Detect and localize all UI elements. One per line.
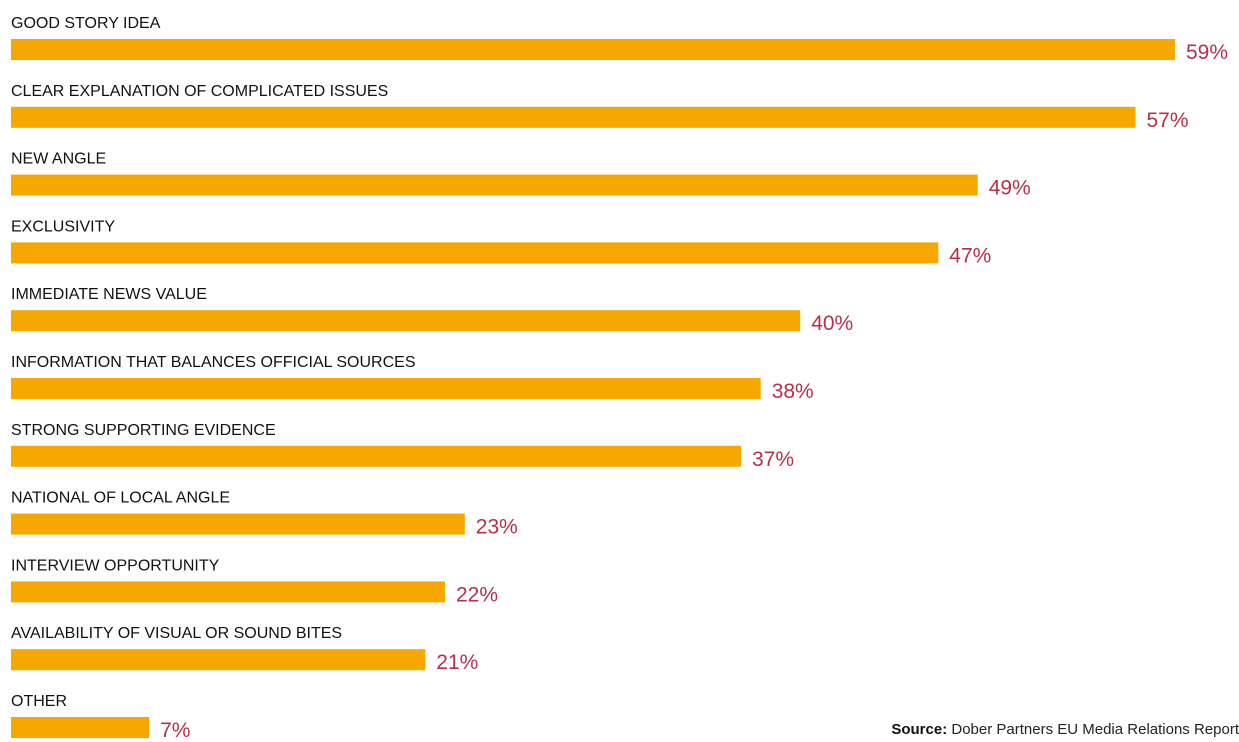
value-label: 23%: [476, 516, 518, 539]
category-label: IMMEDIATE NEWS VALUE: [11, 286, 207, 303]
category-label: INFORMATION THAT BALANCES OFFICIAL SOURC…: [11, 354, 416, 371]
value-label: 40%: [811, 312, 853, 335]
category-label: EXCLUSIVITY: [11, 218, 115, 235]
category-label: CLEAR EXPLANATION OF COMPLICATED ISSUES: [11, 83, 388, 100]
bar: [11, 378, 761, 399]
source-text: Dober Partners EU Media Relations Report: [947, 721, 1239, 738]
bar: [11, 513, 465, 535]
category-label: NATIONAL OF LOCAL ANGLE: [11, 490, 230, 507]
value-label: 37%: [752, 448, 794, 471]
source-note: Source: Dober Partners EU Media Relation…: [891, 721, 1239, 738]
bar: [11, 174, 978, 196]
category-label: GOOD STORY IDEA: [11, 15, 161, 32]
bar: [11, 310, 801, 332]
value-label: 57%: [1147, 109, 1189, 132]
value-label: 59%: [1186, 41, 1228, 64]
category-label: INTERVIEW OPPORTUNITY: [11, 557, 220, 574]
source-prefix: Source:: [891, 721, 948, 738]
value-label: 22%: [456, 583, 498, 606]
value-label: 21%: [436, 651, 478, 674]
category-label: AVAILABILITY OF VISUAL OR SOUND BITES: [11, 625, 342, 642]
bar: [11, 649, 426, 671]
bar: [11, 39, 1175, 60]
value-label: 38%: [772, 380, 814, 403]
bar: [11, 581, 445, 603]
category-label: NEW ANGLE: [11, 151, 106, 168]
bar: [11, 106, 1136, 128]
value-label: 49%: [989, 177, 1031, 200]
value-label: 47%: [949, 244, 991, 267]
value-label: 7%: [160, 719, 190, 742]
bar: [11, 717, 150, 738]
category-label: OTHER: [11, 693, 67, 710]
category-label: STRONG SUPPORTING EVIDENCE: [11, 422, 276, 439]
bar: [11, 242, 939, 264]
bar: [11, 445, 741, 467]
